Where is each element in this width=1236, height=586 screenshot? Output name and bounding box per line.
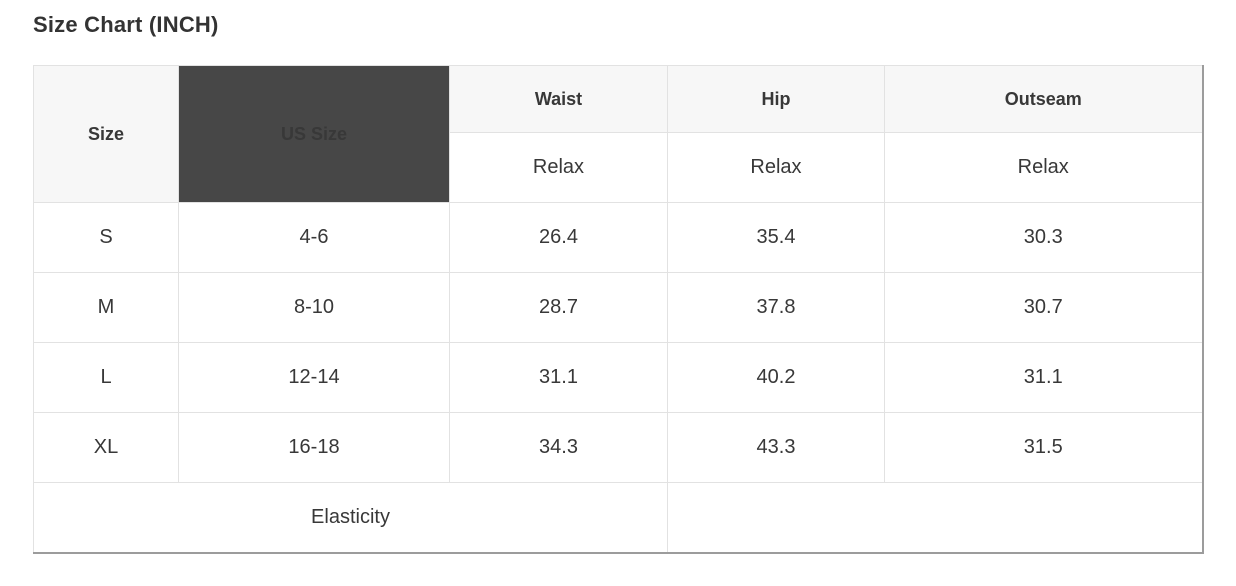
- cell-us-size: 4-6: [178, 202, 450, 273]
- cell-us-size: 8-10: [178, 272, 450, 343]
- cell-hip: 37.8: [667, 272, 885, 343]
- cell-size: S: [33, 202, 179, 273]
- cell-hip: 35.4: [667, 202, 885, 273]
- footer-row: Elasticity: [33, 482, 1203, 553]
- cell-size: XL: [33, 412, 179, 483]
- cell-us-size: 16-18: [178, 412, 450, 483]
- column-header-us-size: US Size: [178, 65, 450, 203]
- cell-outseam: 30.3: [884, 202, 1203, 273]
- cell-us-size: 12-14: [178, 342, 450, 413]
- column-header-outseam: Outseam: [884, 65, 1203, 133]
- table-row-l: L 12-14 31.1 40.2 31.1: [33, 342, 1203, 413]
- column-header-waist: Waist: [449, 65, 668, 133]
- table-row-s: S 4-6 26.4 35.4 30.3: [33, 202, 1203, 273]
- page-title: Size Chart (INCH): [33, 12, 219, 37]
- size-chart-table: Size US Size Waist Hip Outseam Relax Rel…: [33, 65, 1204, 554]
- table-row-m: M 8-10 28.7 37.8 30.7: [33, 272, 1203, 343]
- cell-waist: 26.4: [449, 202, 668, 273]
- cell-hip: 43.3: [667, 412, 885, 483]
- cell-waist: 34.3: [449, 412, 668, 483]
- cell-hip: 40.2: [667, 342, 885, 413]
- header-row: Size US Size Waist Hip Outseam: [33, 65, 1203, 203]
- elasticity-label-cell: Elasticity: [33, 482, 668, 553]
- cell-outseam: 31.5: [884, 412, 1203, 483]
- subheader-row: Relax Relax Relax: [34, 132, 1203, 203]
- size-chart-page: Size Chart (INCH) Size US Size Waist Hip…: [33, 12, 1204, 554]
- cell-size: M: [33, 272, 179, 343]
- subheader-hip-relax: Relax: [667, 132, 885, 203]
- elasticity-value-cell: [667, 482, 1203, 553]
- cell-outseam: 31.1: [884, 342, 1203, 413]
- cell-outseam: 30.7: [884, 272, 1203, 343]
- cell-waist: 28.7: [449, 272, 668, 343]
- column-header-hip: Hip: [667, 65, 885, 133]
- subheader-waist-relax: Relax: [449, 132, 668, 203]
- table-row-xl: XL 16-18 34.3 43.3 31.5: [33, 412, 1203, 483]
- cell-size: L: [33, 342, 179, 413]
- cell-waist: 31.1: [449, 342, 668, 413]
- column-header-size: Size: [33, 65, 179, 203]
- subheader-outseam-relax: Relax: [884, 132, 1203, 203]
